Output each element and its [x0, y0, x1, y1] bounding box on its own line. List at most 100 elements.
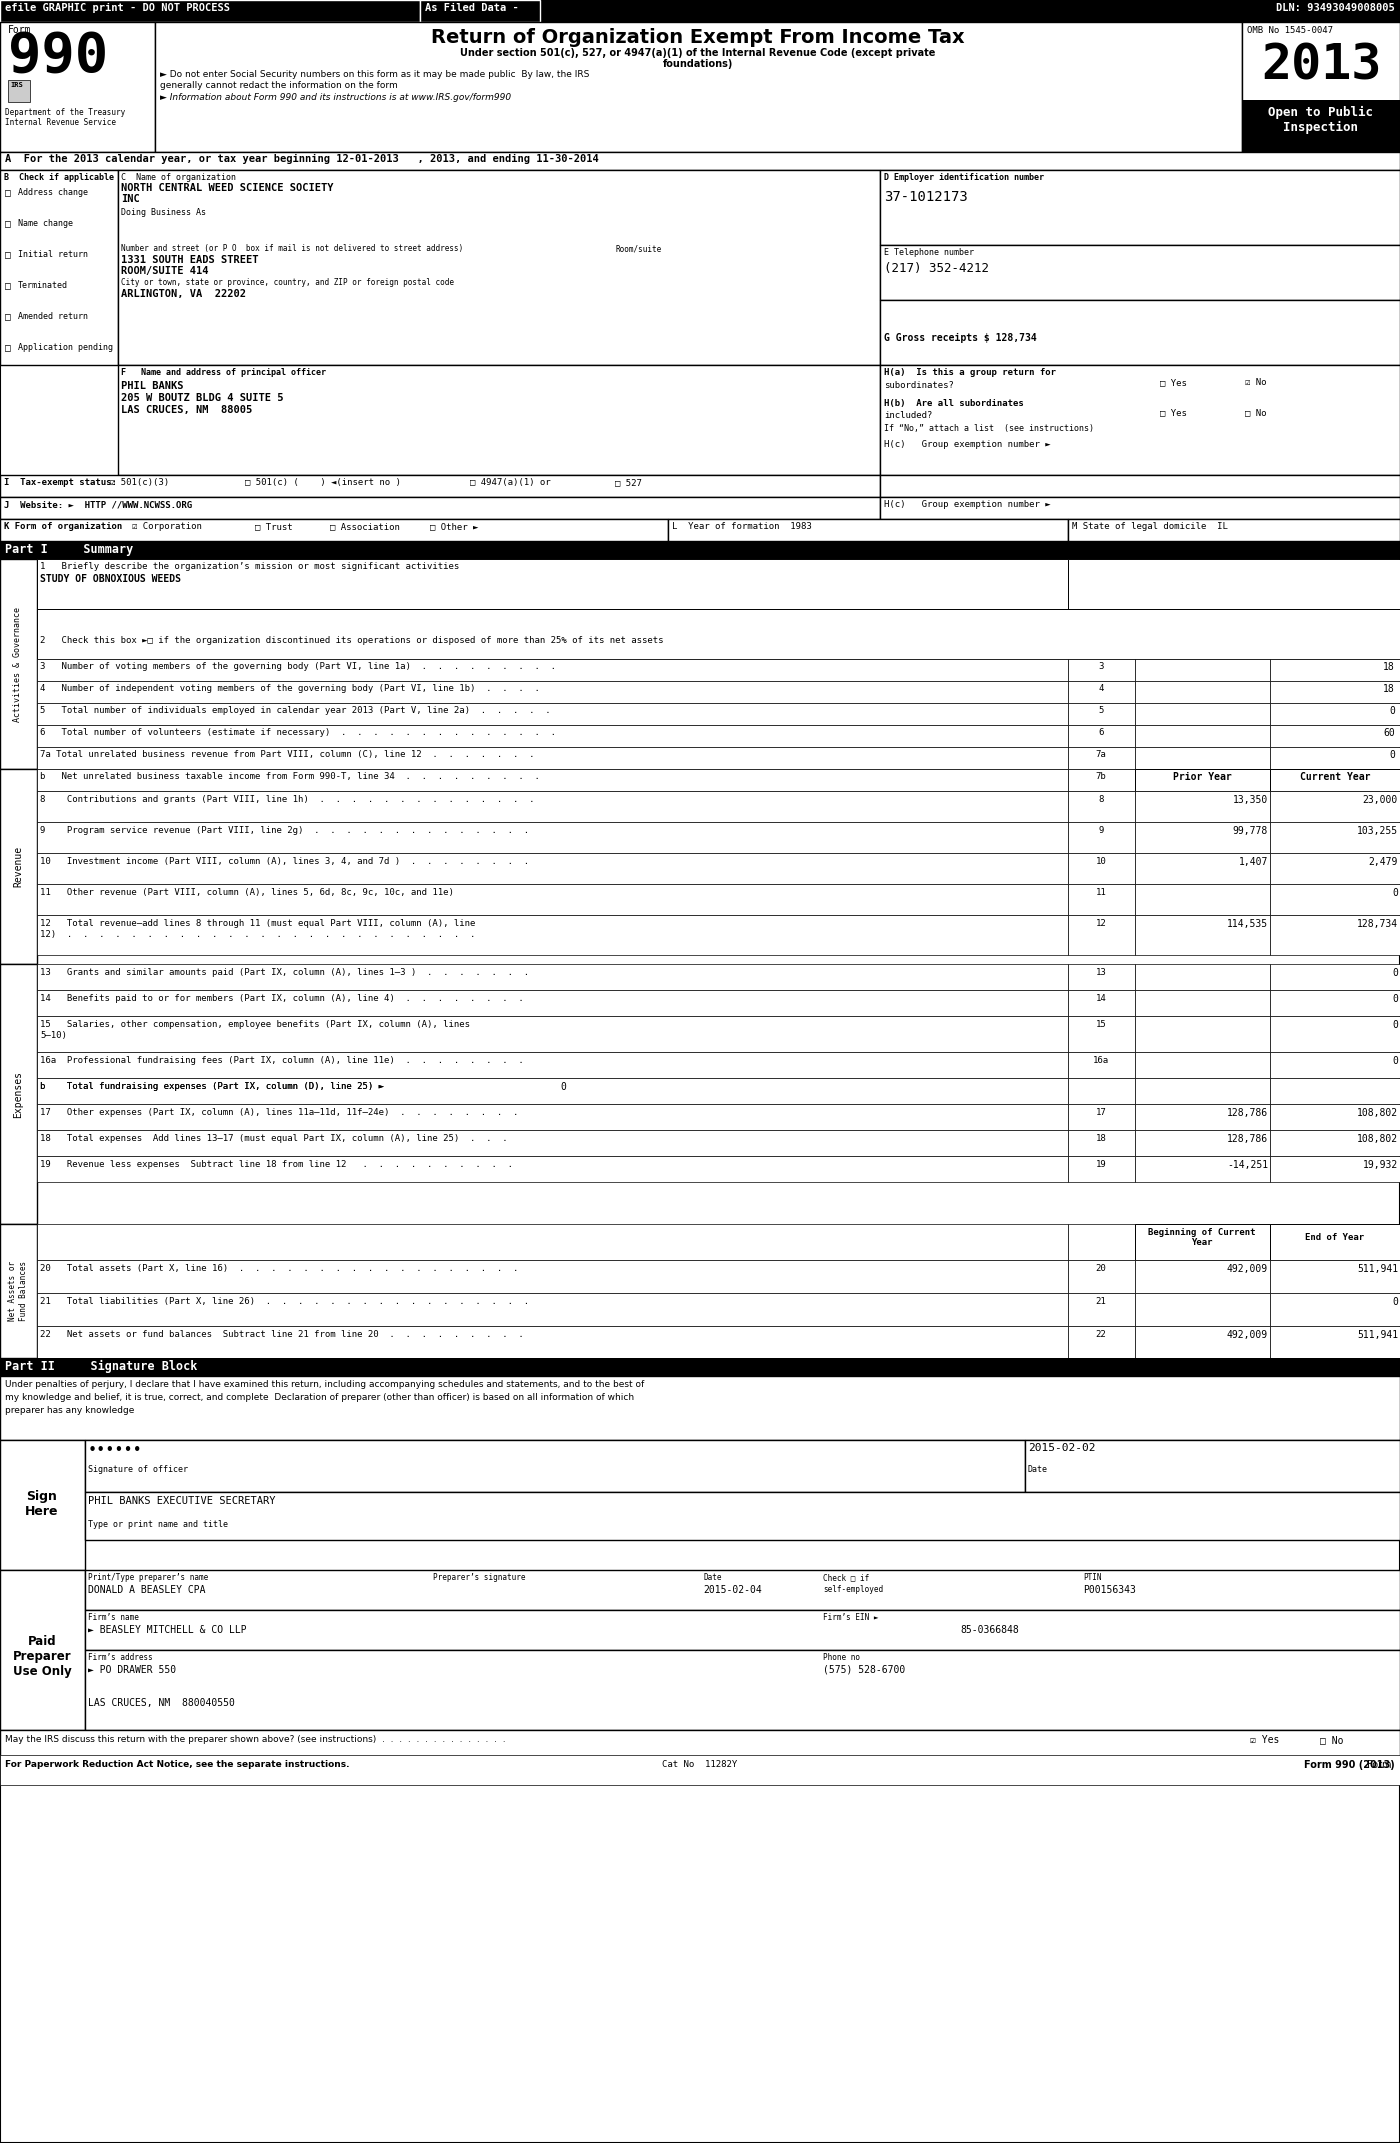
Bar — [0, 1729, 1400, 1757]
Bar — [0, 519, 668, 540]
Text: Expenses: Expenses — [13, 1072, 22, 1117]
Text: 0: 0 — [1392, 1297, 1399, 1307]
Bar — [1068, 964, 1135, 990]
Text: Doing Business As: Doing Business As — [120, 208, 206, 216]
Bar — [1270, 915, 1400, 956]
Bar — [1135, 660, 1270, 681]
Text: □: □ — [6, 281, 11, 291]
Text: PHIL BANKS EXECUTIVE SECRETARY: PHIL BANKS EXECUTIVE SECRETARY — [88, 1496, 276, 1507]
Text: 0: 0 — [1392, 1020, 1399, 1031]
Text: 5: 5 — [1099, 705, 1103, 716]
Bar — [36, 990, 1068, 1016]
Bar — [1270, 660, 1400, 681]
Text: □: □ — [6, 219, 11, 229]
Text: Application pending: Application pending — [18, 343, 113, 351]
Text: IRS: IRS — [10, 81, 22, 88]
Bar — [0, 0, 420, 21]
Bar — [1135, 1016, 1270, 1052]
Bar — [420, 0, 540, 21]
Text: 10   Investment income (Part VIII, column (A), lines 3, 4, and 7d )  .  .  .  . : 10 Investment income (Part VIII, column … — [41, 857, 529, 866]
Bar — [0, 1224, 36, 1359]
Text: PHIL BANKS: PHIL BANKS — [120, 381, 183, 390]
Bar — [36, 660, 1068, 681]
Text: 7a Total unrelated business revenue from Part VIII, column (C), line 12  .  .  .: 7a Total unrelated business revenue from… — [41, 750, 535, 759]
Bar — [1270, 823, 1400, 853]
Bar — [1135, 990, 1270, 1016]
Text: □ No: □ No — [1320, 1736, 1344, 1744]
Bar — [1270, 681, 1400, 703]
Text: 0: 0 — [1389, 705, 1394, 716]
Bar — [1068, 769, 1135, 791]
Bar — [881, 497, 1400, 519]
Text: 9: 9 — [1099, 825, 1103, 836]
Bar — [0, 152, 1400, 169]
Text: 18   Total expenses  Add lines 13–17 (must equal Part IX, column (A), line 25)  : 18 Total expenses Add lines 13–17 (must … — [41, 1134, 508, 1142]
Bar — [1135, 1052, 1270, 1078]
Bar — [1242, 21, 1400, 152]
Text: 18: 18 — [1383, 662, 1394, 673]
Text: Preparer’s signature: Preparer’s signature — [433, 1573, 525, 1582]
Text: 15: 15 — [1096, 1020, 1106, 1029]
Bar — [0, 769, 36, 964]
Text: A  For the 2013 calendar year, or tax year beginning 12-01-2013   , 2013, and en: A For the 2013 calendar year, or tax yea… — [6, 154, 599, 165]
Text: □ Other ►: □ Other ► — [430, 523, 479, 531]
Text: H(c)   Group exemption number ►: H(c) Group exemption number ► — [883, 499, 1050, 510]
Text: 4   Number of independent voting members of the governing body (Part VI, line 1b: 4 Number of independent voting members o… — [41, 684, 540, 692]
Text: 22   Net assets or fund balances  Subtract line 21 from line 20  .  .  .  .  .  : 22 Net assets or fund balances Subtract … — [41, 1331, 524, 1339]
Text: Form: Form — [1368, 1759, 1394, 1770]
Text: 5   Total number of individuals employed in calendar year 2013 (Part V, line 2a): 5 Total number of individuals employed i… — [41, 705, 550, 716]
Text: 2   Check this box ►□ if the organization discontinued its operations or dispose: 2 Check this box ►□ if the organization … — [41, 636, 664, 645]
Text: NORTH CENTRAL WEED SCIENCE SOCIETY: NORTH CENTRAL WEED SCIENCE SOCIETY — [120, 182, 333, 193]
Text: STUDY OF OBNOXIOUS WEEDS: STUDY OF OBNOXIOUS WEEDS — [41, 574, 181, 585]
Bar — [1135, 1104, 1270, 1129]
Text: 0: 0 — [1392, 969, 1399, 977]
Bar — [36, 1104, 1068, 1129]
Bar — [1270, 1078, 1400, 1104]
Bar — [36, 823, 1068, 853]
Bar — [0, 476, 881, 497]
Bar — [1135, 703, 1270, 724]
Bar — [1068, 1104, 1135, 1129]
Bar — [0, 497, 881, 519]
Text: 128,786: 128,786 — [1226, 1134, 1268, 1144]
Bar — [1135, 1260, 1270, 1292]
Bar — [1135, 1155, 1270, 1183]
Text: 511,941: 511,941 — [1357, 1264, 1399, 1273]
Bar — [36, 703, 1068, 724]
Text: 8: 8 — [1099, 795, 1103, 804]
Text: foundations): foundations) — [662, 60, 734, 69]
Text: 13   Grants and similar amounts paid (Part IX, column (A), lines 1–3 )  .  .  . : 13 Grants and similar amounts paid (Part… — [41, 969, 529, 977]
Text: 103,255: 103,255 — [1357, 825, 1399, 836]
Bar — [1135, 823, 1270, 853]
Bar — [1068, 1052, 1135, 1078]
Bar — [36, 1155, 1068, 1183]
Bar — [1135, 1327, 1270, 1359]
Bar — [0, 169, 118, 364]
Text: 11: 11 — [1096, 887, 1106, 898]
Text: □ No: □ No — [1245, 407, 1267, 418]
Text: preparer has any knowledge: preparer has any knowledge — [6, 1406, 134, 1414]
Bar — [1270, 1292, 1400, 1327]
Bar — [1135, 724, 1270, 748]
Text: 7a: 7a — [1096, 750, 1106, 759]
Bar — [1270, 769, 1400, 791]
Bar — [155, 21, 1242, 152]
Bar — [36, 853, 1068, 885]
Text: As Filed Data -: As Filed Data - — [426, 2, 519, 13]
Bar — [36, 1129, 1068, 1155]
Text: 22: 22 — [1096, 1331, 1106, 1339]
Text: Address change: Address change — [18, 189, 88, 197]
Text: 6: 6 — [1099, 729, 1103, 737]
Bar — [1270, 1129, 1400, 1155]
Bar — [1025, 1440, 1400, 1492]
Bar — [1068, 559, 1400, 609]
Text: Beginning of Current
Year: Beginning of Current Year — [1148, 1228, 1256, 1247]
Text: ☑ No: ☑ No — [1245, 377, 1267, 388]
Text: Date: Date — [703, 1573, 721, 1582]
Text: OMB No 1545-0047: OMB No 1545-0047 — [1247, 26, 1333, 34]
Text: 85-0366848: 85-0366848 — [960, 1624, 1019, 1635]
Bar — [1135, 915, 1270, 956]
Text: D Employer identification number: D Employer identification number — [883, 174, 1044, 182]
Text: 99,778: 99,778 — [1233, 825, 1268, 836]
Bar — [1068, 660, 1135, 681]
